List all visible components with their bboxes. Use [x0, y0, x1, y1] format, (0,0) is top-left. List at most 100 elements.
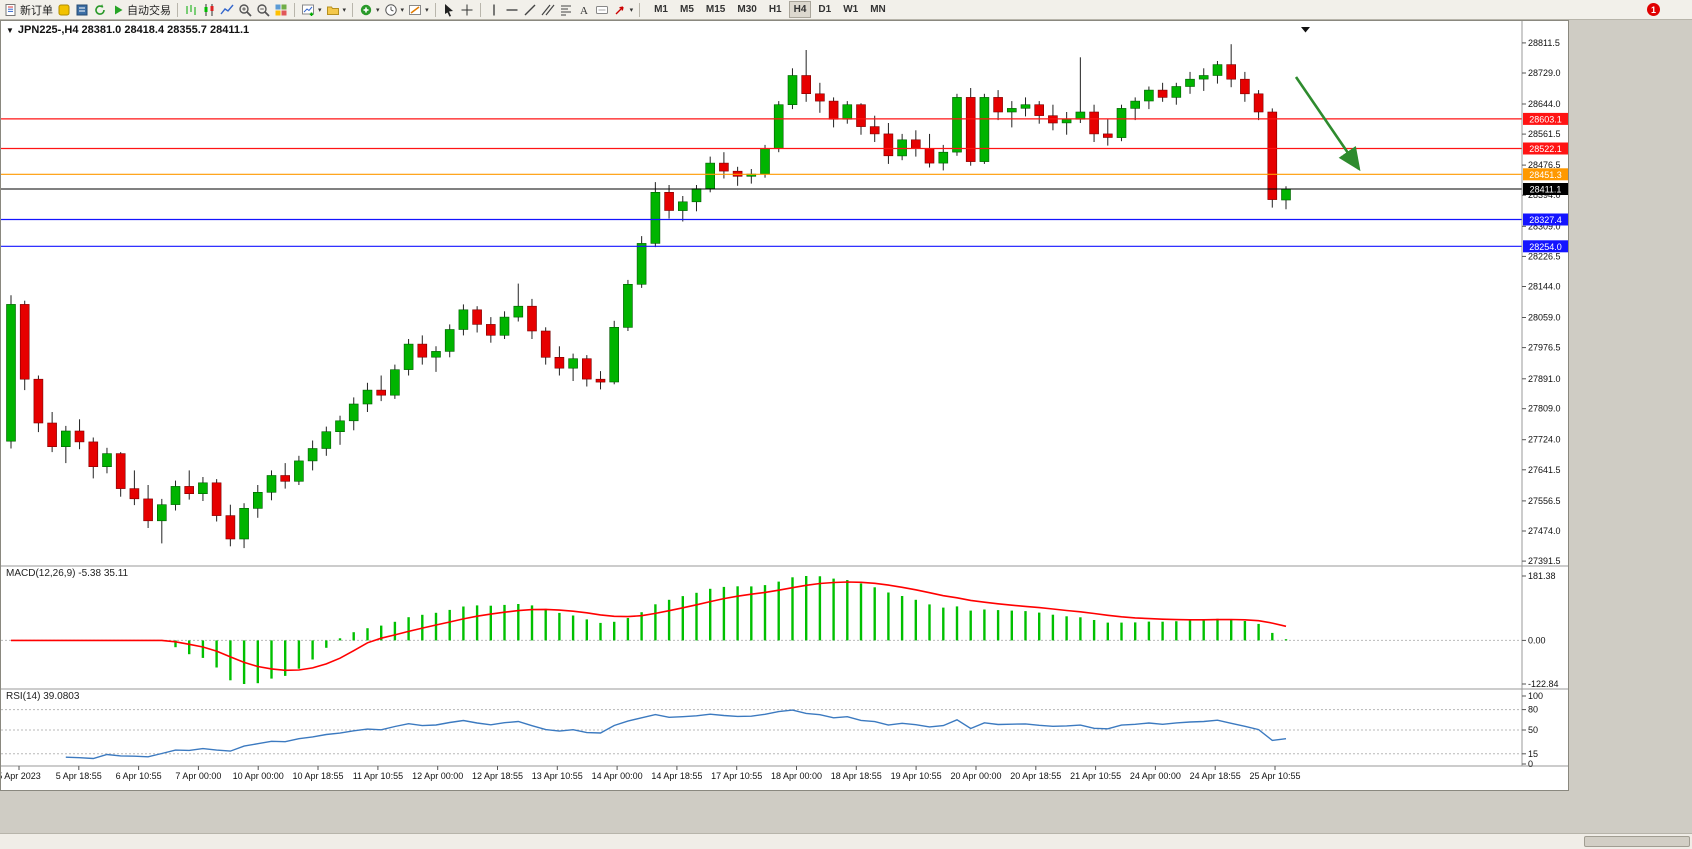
templates-button[interactable]: ▾: [406, 1, 431, 19]
text-button[interactable]: A: [575, 1, 593, 19]
metaeditor-icon: [57, 3, 71, 17]
indicators-button[interactable]: ▾: [357, 1, 382, 19]
tile-windows-icon: [274, 3, 288, 17]
dropdown-caret-icon: ▾: [376, 6, 380, 14]
time-axis-label: 14 Apr 18:55: [651, 771, 702, 781]
trendline-icon: [523, 3, 537, 17]
time-axis-label: 18 Apr 00:00: [771, 771, 822, 781]
price-level-badge: [1523, 142, 1568, 155]
refresh-button[interactable]: [91, 1, 109, 19]
price-axis-label: 28561.5: [1528, 129, 1561, 139]
price-axis-label: 27641.5: [1528, 465, 1561, 475]
horizontal-line-button[interactable]: [503, 1, 521, 19]
annotation-arrow[interactable]: [1294, 76, 1361, 172]
chart-title: ▼ JPN225-,H4 28381.0 28418.4 28355.7 284…: [6, 24, 249, 36]
periods-button[interactable]: ▾: [382, 1, 407, 19]
horizontal-scrollbar[interactable]: [0, 833, 1692, 849]
cursor-button[interactable]: [440, 1, 458, 19]
bar-chart-icon: [184, 3, 198, 17]
channel-button[interactable]: [539, 1, 557, 19]
label-button[interactable]: [593, 1, 611, 19]
chart-dropdown-icon[interactable]: ▼: [6, 25, 14, 35]
time-axis-label: 12 Apr 18:55: [472, 771, 523, 781]
time-axis-label: 13 Apr 10:55: [532, 771, 583, 781]
bar-chart-button[interactable]: [182, 1, 200, 19]
rsi-line: [65, 709, 1287, 760]
toolbar-separator: [294, 2, 295, 17]
timeframe-d1-button[interactable]: D1: [813, 1, 836, 18]
timeframe-h4-button[interactable]: H4: [788, 1, 812, 18]
trendline-button[interactable]: [521, 1, 539, 19]
chart-shift-marker-icon[interactable]: [1301, 27, 1310, 33]
timeframe-m30-button[interactable]: M30: [732, 1, 761, 18]
macd-histogram: [174, 576, 1288, 684]
price-axis-label: 28476.5: [1528, 160, 1561, 170]
workspace: 28811.5 28729.0 28644.0 28561.5 28476.5 28394…: [0, 20, 1692, 833]
rsi-axis-label: 80: [1528, 705, 1538, 715]
rsi-label: RSI(14) 39.0803: [6, 691, 80, 702]
fibonacci-icon: [559, 3, 573, 17]
candlestick-button[interactable]: [200, 1, 218, 19]
rsi-axis-label: 50: [1528, 725, 1538, 735]
toolbar-separator: [479, 2, 481, 17]
time-axis-label: 6 Apr 10:55: [116, 771, 162, 781]
macd-axis-label: 181.38: [1528, 571, 1556, 581]
chart-canvas[interactable]: 28811.5 28729.0 28644.0 28561.5 28476.5 28394…: [1, 21, 1568, 790]
line-chart-button[interactable]: [218, 1, 236, 19]
rsi-axis-label: 15: [1528, 749, 1538, 759]
price-axis-label: 27556.5: [1528, 496, 1561, 506]
svg-text:A: A: [580, 5, 588, 17]
timeframe-w1-button[interactable]: W1: [838, 1, 863, 18]
new-order-button[interactable]: 新订单: [2, 1, 55, 19]
dropdown-caret-icon: ▾: [400, 6, 405, 14]
crosshair-button[interactable]: [458, 1, 476, 19]
timeframe-mn-button[interactable]: MN: [865, 1, 891, 18]
zoom-out-button[interactable]: [254, 1, 272, 19]
timeframe-m15-button[interactable]: M15: [701, 1, 730, 18]
macd-label: MACD(12,26,9) -5.38 35.11: [6, 568, 129, 579]
notification-badge[interactable]: 1: [1647, 3, 1660, 16]
timeframe-m1-button[interactable]: M1: [649, 1, 673, 18]
price-axis-label: 27391.5: [1528, 556, 1561, 566]
refresh-icon: [93, 3, 107, 17]
toolbar-separator: [177, 2, 178, 17]
price-level-badge-label: 28254.0: [1529, 242, 1562, 252]
price-axis-label: 28144.0: [1528, 282, 1561, 292]
autotrading-button[interactable]: 自动交易: [109, 1, 173, 19]
profiles-icon: [326, 3, 340, 17]
indicators-icon: [359, 3, 373, 17]
price-axis-label: 28729.0: [1528, 68, 1561, 78]
arrows-icon: [613, 3, 627, 17]
price-level-badge-label: 28451.3: [1529, 170, 1562, 180]
arrows-button[interactable]: ▾: [611, 1, 636, 19]
tile-windows-button[interactable]: [272, 1, 290, 19]
toolbar-separator: [434, 2, 436, 17]
metaeditor-button[interactable]: [55, 1, 73, 19]
crosshair-icon: [460, 3, 474, 17]
price-level-badge-label: 28603.1: [1529, 114, 1562, 124]
profiles-button[interactable]: ▾: [324, 1, 349, 19]
new-chart-icon: [301, 3, 315, 17]
time-axis-label: 7 Apr 00:00: [175, 771, 221, 781]
time-axis-label: 11 Apr 10:55: [353, 771, 403, 781]
timeframe-h1-button[interactable]: H1: [764, 1, 787, 18]
horizontal-line-icon: [505, 3, 519, 17]
cursor-icon: [442, 3, 456, 17]
time-axis-label: 14 Apr 00:00: [592, 771, 643, 781]
zoom-in-button[interactable]: [236, 1, 254, 19]
channel-icon: [541, 3, 555, 17]
vertical-line-button[interactable]: [485, 1, 503, 19]
price-axis-label: 27891.0: [1528, 374, 1561, 384]
candlestick-series: [6, 44, 1291, 549]
price-level-badge: [1523, 240, 1568, 253]
time-axis-label: 5 Apr 2023: [1, 771, 41, 781]
terminal-button[interactable]: [73, 1, 91, 19]
price-axis-label: 27976.5: [1528, 343, 1561, 353]
timeframe-m5-button[interactable]: M5: [675, 1, 699, 18]
price-axis-label: 28394.0: [1528, 190, 1561, 200]
scrollbar-thumb[interactable]: [1584, 836, 1690, 847]
time-axis-label: 24 Apr 18:55: [1190, 771, 1241, 781]
fibonacci-button[interactable]: [557, 1, 575, 19]
time-axis-label: 20 Apr 00:00: [950, 771, 1001, 781]
new-chart-button[interactable]: ▾: [299, 1, 324, 19]
